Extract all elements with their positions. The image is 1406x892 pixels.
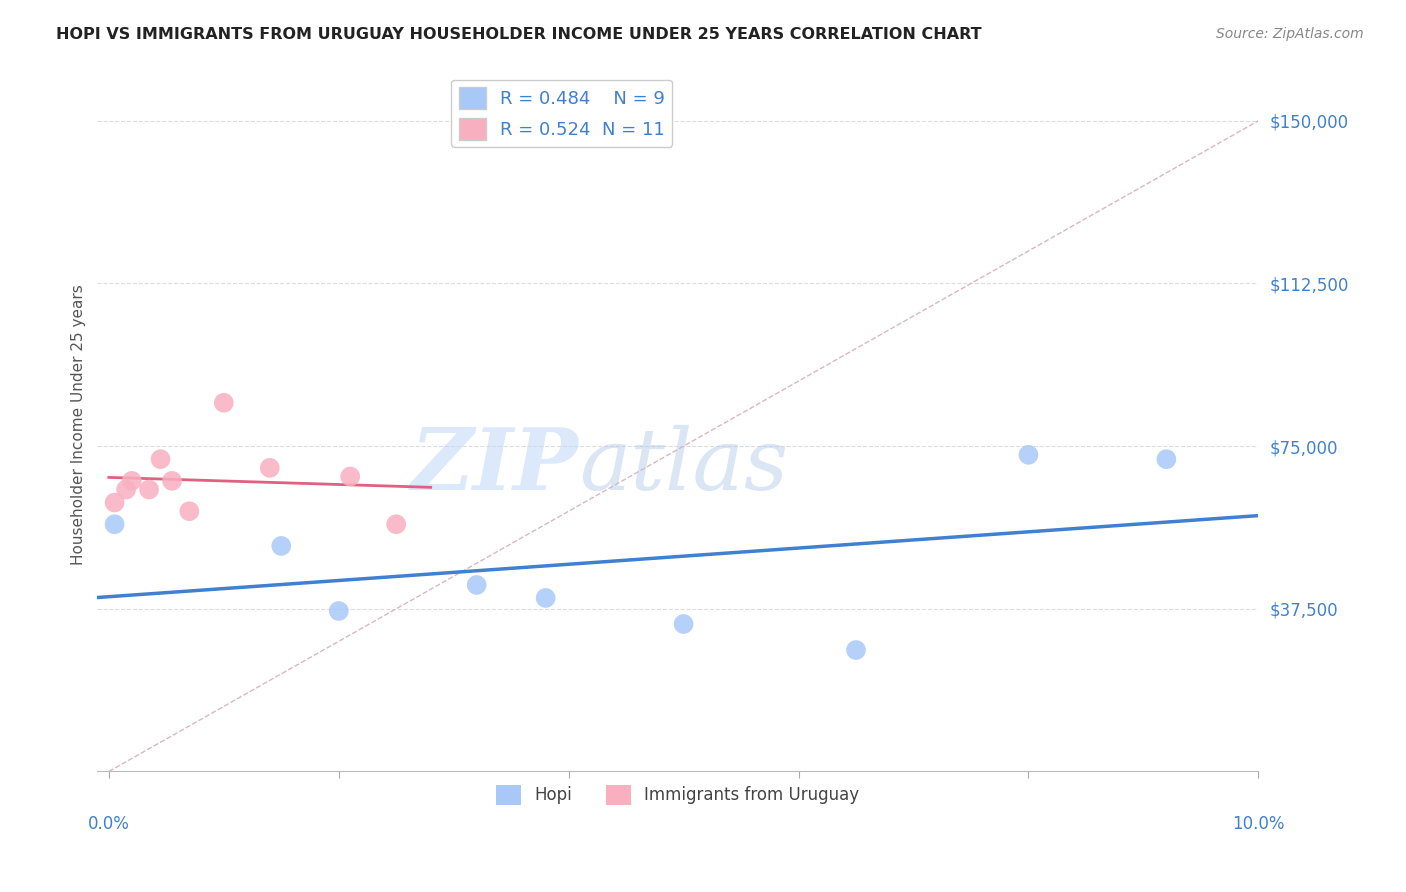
Point: [121, 474, 143, 488]
Point: [179, 504, 201, 518]
Text: atlas: atlas: [579, 425, 789, 508]
Point: [212, 396, 235, 410]
Point: [259, 460, 281, 475]
Point: [104, 517, 127, 532]
Text: Source: ZipAtlas.com: Source: ZipAtlas.com: [1216, 27, 1364, 41]
Point: [138, 483, 160, 497]
Text: HOPI VS IMMIGRANTS FROM URUGUAY HOUSEHOLDER INCOME UNDER 25 YEARS CORRELATION CH: HOPI VS IMMIGRANTS FROM URUGUAY HOUSEHOL…: [56, 27, 981, 42]
Point: [845, 643, 868, 657]
Point: [339, 469, 361, 483]
Point: [672, 617, 695, 632]
Point: [1156, 452, 1178, 467]
Legend: Hopi, Immigrants from Uruguay: Hopi, Immigrants from Uruguay: [489, 778, 866, 812]
Point: [270, 539, 292, 553]
Point: [115, 483, 138, 497]
Point: [149, 452, 172, 467]
Text: 10.0%: 10.0%: [1232, 815, 1285, 833]
Point: [160, 474, 183, 488]
Point: [385, 517, 408, 532]
Point: [465, 578, 488, 592]
Point: [328, 604, 350, 618]
Point: [534, 591, 557, 605]
Text: 0.0%: 0.0%: [89, 815, 129, 833]
Point: [1017, 448, 1039, 462]
Text: ZIP: ZIP: [412, 425, 579, 508]
Point: [104, 495, 127, 509]
Y-axis label: Householder Income Under 25 years: Householder Income Under 25 years: [72, 284, 86, 565]
